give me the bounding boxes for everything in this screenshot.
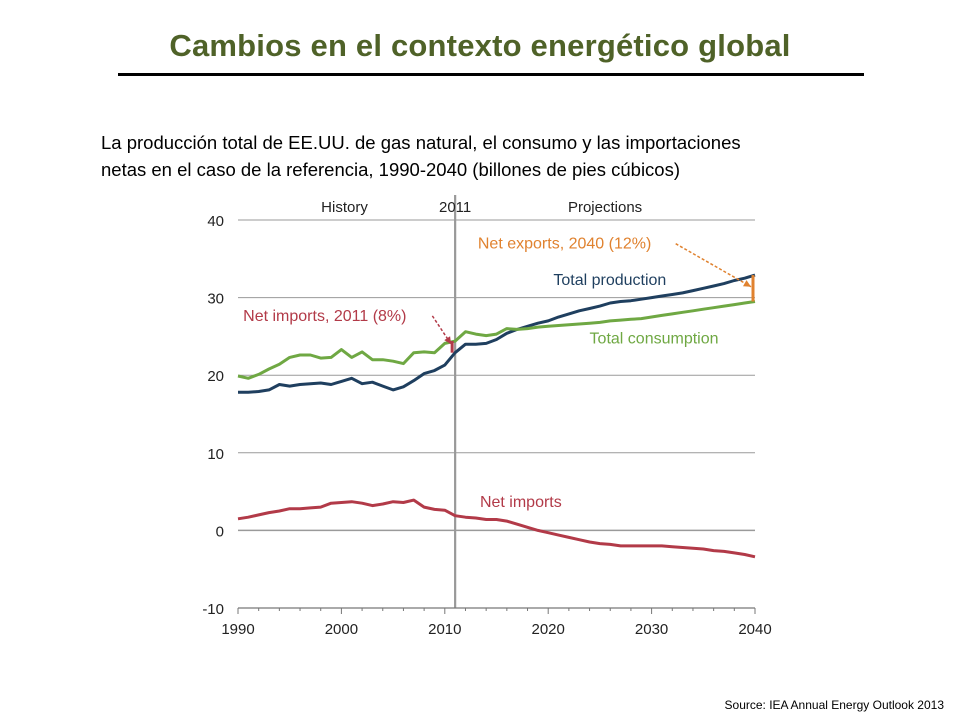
slide-title: Cambios en el contexto energético global <box>169 28 791 63</box>
x-tick-label: 2030 <box>635 621 668 638</box>
annotation-arrow-imports_callout <box>431 315 452 345</box>
annotation-exports_callout: Net exports, 2040 (12%) <box>478 236 651 253</box>
y-tick-label: 30 <box>207 291 224 308</box>
chart-labels: History 2011 Projections Total production To… <box>243 199 752 511</box>
region-label-history: History <box>321 199 368 216</box>
x-tick-label: 2010 <box>428 621 461 638</box>
x-tick-label: 2040 <box>738 621 771 638</box>
y-tick-label: 40 <box>207 213 224 230</box>
title-underline <box>118 73 864 76</box>
region-label-divider: 2011 <box>439 199 471 216</box>
series-line-consumption <box>237 300 756 380</box>
series-lines <box>237 273 756 559</box>
chart-description-line-2: netas en el caso de la referencia, 1990-… <box>101 159 681 180</box>
annotation-arrowhead-exports_callout <box>743 280 751 287</box>
y-tick-label: 20 <box>207 368 224 385</box>
y-tick-label: 0 <box>216 523 224 540</box>
chart-description: La producción total de EE.UU. de gas nat… <box>101 129 881 183</box>
annotation-imports_callout: Net imports, 2011 (8%) <box>243 308 406 325</box>
y-tick-label: 10 <box>207 446 224 463</box>
annotation-imports: Net imports <box>480 494 562 511</box>
annotation-consumption: Total consumption <box>590 330 719 347</box>
x-tick-label: 2000 <box>325 621 358 638</box>
region-label-projections: Projections <box>568 199 642 216</box>
annotation-production: Total production <box>553 272 666 289</box>
gridlines <box>238 195 755 609</box>
y-tick-label: -10 <box>202 601 224 618</box>
series-line-imports <box>237 498 756 559</box>
chart-description-line-1: La producción total de EE.UU. de gas nat… <box>101 132 741 153</box>
x-tick-label: 2020 <box>532 621 565 638</box>
annotation-arrow-exports_callout <box>675 243 752 288</box>
series-line-production <box>238 273 756 394</box>
annotation-arrowhead-imports_callout <box>444 336 452 345</box>
source-note: Source: IEA Annual Energy Outlook 2013 <box>724 698 944 712</box>
x-tick-label: 1990 <box>221 621 254 638</box>
